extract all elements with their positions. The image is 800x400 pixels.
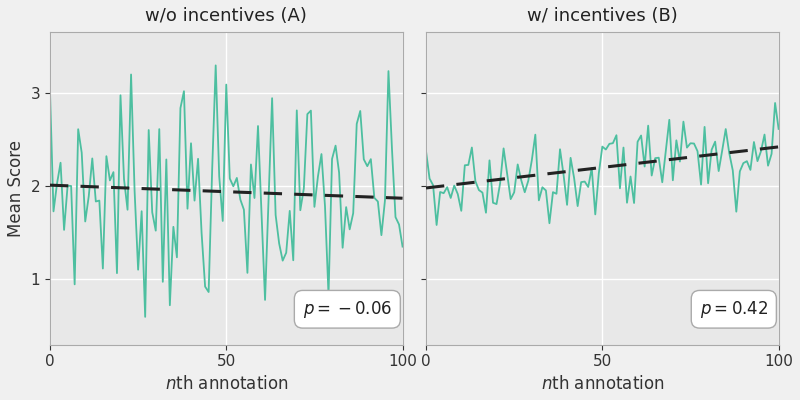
X-axis label: $n$th annotation: $n$th annotation: [541, 375, 664, 393]
Text: $p = −0.06$: $p = −0.06$: [302, 299, 392, 320]
X-axis label: $n$th annotation: $n$th annotation: [165, 375, 288, 393]
Y-axis label: Mean Score: Mean Score: [7, 140, 25, 237]
Title: w/ incentives (B): w/ incentives (B): [527, 7, 678, 25]
Title: w/o incentives (A): w/o incentives (A): [146, 7, 307, 25]
Text: $p = 0.42$: $p = 0.42$: [699, 299, 768, 320]
